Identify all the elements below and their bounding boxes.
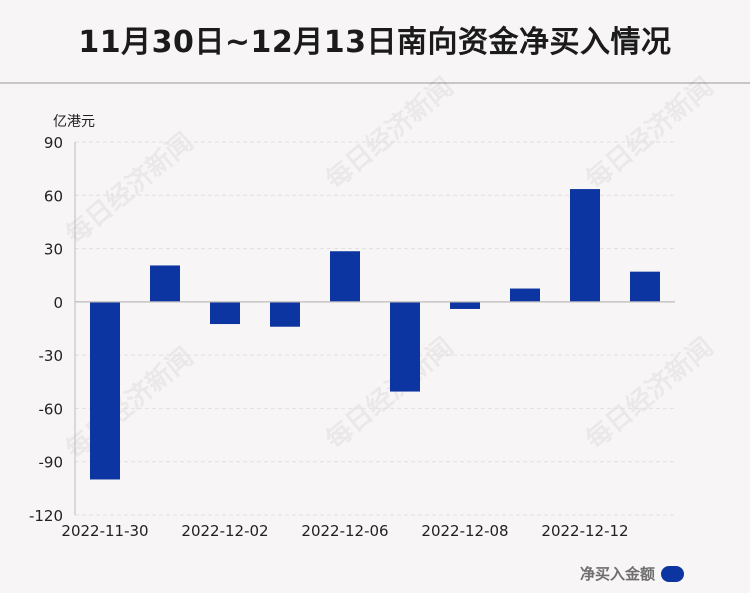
watermark-2: 每日经济新闻 <box>580 71 719 195</box>
y-tick-label-7: -120 <box>29 507 63 525</box>
bar-2022-12-13 <box>630 271 660 302</box>
y-tick-label-5: -60 <box>39 400 64 418</box>
y-tick-label-3: 0 <box>53 294 63 312</box>
bar-2022-12-09 <box>510 288 540 302</box>
y-tick-label-1: 60 <box>44 187 63 205</box>
bar-2022-12-08 <box>450 301 480 309</box>
bar-2022-12-06 <box>330 251 360 302</box>
x-tick-label-0: 2022-11-30 <box>61 522 148 540</box>
y-tick-label-0: 90 <box>44 134 63 152</box>
watermark-1: 每日经济新闻 <box>320 71 459 195</box>
x-tick-label-2: 2022-12-02 <box>181 522 268 540</box>
legend-label: 净买入金额 <box>579 565 655 583</box>
bar-2022-12-01 <box>150 265 180 302</box>
bar-2022-12-07 <box>390 301 420 392</box>
watermark-0: 每日经济新闻 <box>60 126 199 250</box>
bar-2022-11-30 <box>90 301 120 480</box>
x-tick-label-6: 2022-12-08 <box>421 522 508 540</box>
bar-2022-12-02 <box>210 301 240 325</box>
y-tick-label-6: -90 <box>39 454 64 472</box>
y-tick-label-2: 30 <box>44 241 63 259</box>
y-axis-unit: 亿港元 <box>53 114 95 130</box>
bar-2022-12-12 <box>570 189 600 302</box>
bar-2022-12-05 <box>270 301 300 327</box>
legend: 净买入金额 <box>580 563 684 584</box>
x-tick-label-4: 2022-12-06 <box>301 522 388 540</box>
legend-swatch <box>661 565 684 582</box>
watermark-3: 每日经济新闻 <box>60 341 199 465</box>
watermark-5: 每日经济新闻 <box>580 331 719 455</box>
x-tick-label-8: 2022-12-12 <box>541 522 628 540</box>
chart-title: 11月30日~12月13日南向资金净买入情况 <box>78 25 672 60</box>
y-tick-label-4: -30 <box>39 347 64 365</box>
title-bar: 11月30日~12月13日南向资金净买入情况 <box>0 0 750 84</box>
watermark-4: 每日经济新闻 <box>320 331 459 455</box>
